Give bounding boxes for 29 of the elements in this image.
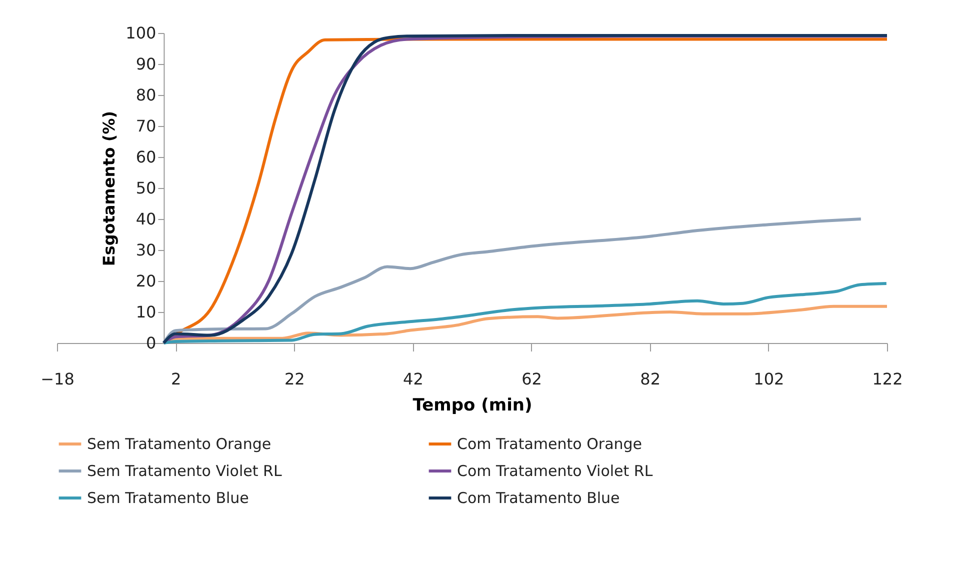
legend-label: Sem Tratamento Orange — [87, 435, 272, 453]
y-tick-label: 20 — [136, 272, 156, 290]
y-tick-label: 40 — [136, 210, 156, 228]
x-tick-label: 62 — [522, 370, 542, 388]
x-tick-label: 2 — [170, 370, 182, 388]
y-tick-label: 90 — [136, 54, 156, 74]
y-tick-label: 100 — [126, 24, 156, 42]
legend-label: Com Tratamento Blue — [457, 489, 620, 507]
y-tick-label: 50 — [136, 178, 156, 198]
legend-label: Sem Tratamento Blue — [87, 489, 249, 507]
y-tick-label: 70 — [136, 116, 156, 136]
legend-label: Com Tratamento Violet RL — [457, 462, 654, 480]
line-series — [162, 282, 888, 344]
y-tick-label: 10 — [136, 302, 156, 322]
x-tick-label: 22 — [284, 370, 305, 388]
legend-label: Com Tratamento Orange — [457, 435, 642, 453]
y-axis-title: Esgotamento (%) — [100, 110, 119, 266]
line-series — [162, 218, 862, 344]
x-tick-label: 42 — [403, 370, 424, 388]
x-tick-label: 82 — [640, 370, 661, 388]
y-tick-label: 30 — [136, 240, 156, 260]
y-tick-label: 80 — [136, 86, 156, 104]
legend-label: Sem Tratamento Violet RL — [87, 462, 282, 480]
x-axis-title: Tempo (min) — [412, 396, 532, 416]
y-tick-label: 60 — [136, 148, 156, 166]
x-tick-label: 122 — [872, 370, 903, 388]
x-tick-label: 102 — [754, 370, 784, 388]
y-tick-label: 0 — [146, 334, 156, 352]
x-tick-label: −18 — [40, 370, 74, 388]
